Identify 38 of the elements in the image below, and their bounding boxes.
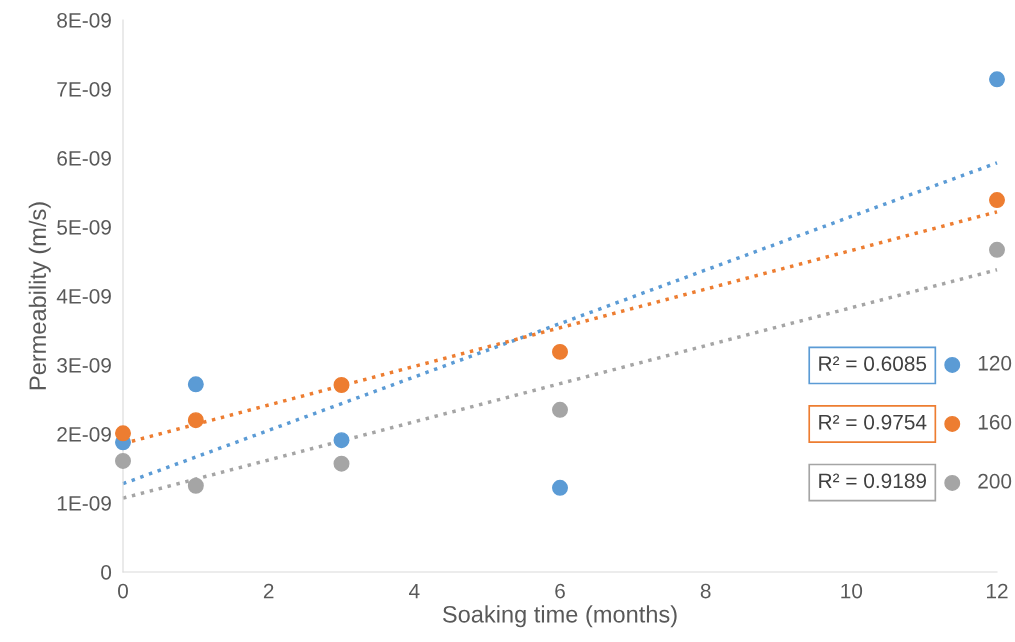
x-tick-label: 0 [118, 583, 128, 599]
y-tick-label: 6E-09 [57, 151, 111, 166]
point [187, 376, 204, 393]
x-tick-label: 12 [987, 583, 1008, 599]
point [115, 425, 131, 442]
point [187, 477, 204, 494]
legend-label: 200 [978, 473, 1012, 489]
x-tick-label: 6 [555, 583, 565, 599]
x-tick-label: 10 [841, 583, 863, 599]
point [187, 412, 204, 429]
y-tick-label: 5E-09 [57, 220, 111, 235]
y-axis-title: Permeability (m/s) [28, 202, 51, 390]
legend-label: 160 [978, 414, 1012, 430]
x-tick-label: 2 [263, 583, 274, 599]
y-tick-label: 0 [101, 565, 112, 580]
legend-label: 120 [978, 355, 1012, 371]
x-tick-label: 8 [700, 583, 711, 599]
annotation: R² = 0.9754 [819, 414, 927, 430]
y-tick-label: 7E-09 [57, 82, 111, 97]
y-tick-label: 3E-09 [57, 358, 111, 373]
y-tick-label: 4E-09 [56, 289, 111, 304]
point [989, 71, 1005, 88]
point [333, 377, 350, 393]
point [552, 343, 568, 360]
point [552, 401, 568, 418]
point [115, 452, 131, 469]
annotation: R² = 0.6085 [819, 356, 927, 372]
y-tick-label: 8E-09 [57, 13, 111, 28]
point [333, 455, 350, 472]
x-axis-title: Soaking time (months) [442, 605, 677, 628]
point [989, 241, 1005, 258]
x-tick-label: 4 [409, 583, 420, 599]
annotation: R² = 0.9189 [819, 473, 927, 489]
y-tick-label: 2E-09 [57, 427, 111, 442]
y-tick-label: 1E-09 [57, 496, 111, 511]
point [989, 192, 1005, 209]
point [333, 432, 350, 449]
point [552, 479, 568, 496]
